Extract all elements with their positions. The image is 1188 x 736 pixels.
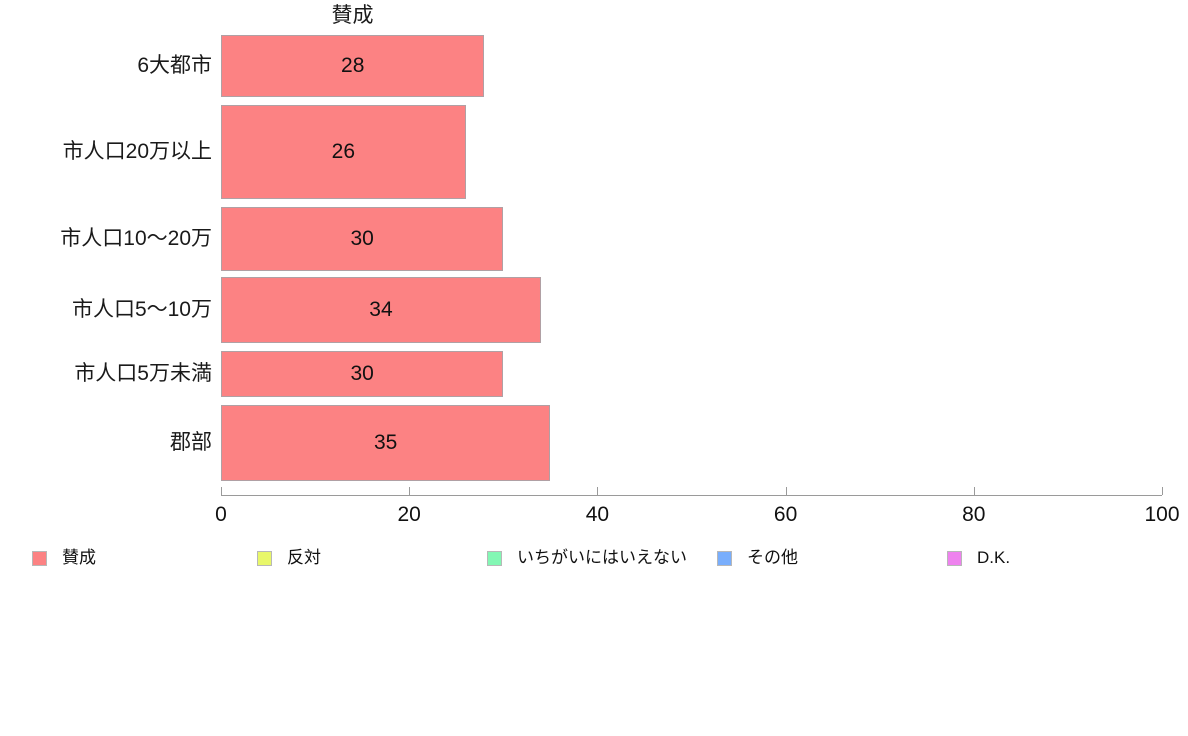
x-axis-tick: [597, 487, 599, 495]
bar-value-label: 34: [369, 298, 393, 321]
bar-value-label: 26: [331, 140, 356, 163]
bar-segment[interactable]: [221, 207, 504, 271]
bar-segment[interactable]: [221, 35, 485, 97]
bar-row: 市人口20万以上 26: [0, 103, 1188, 201]
x-axis-line: [221, 487, 1163, 496]
chart-legend: 賛成 反対 いちがいにはいえない その他 D.K.: [0, 545, 1188, 575]
bar-row: 市人口10〜20万 30: [0, 205, 1188, 273]
x-axis-tick-label: 0: [215, 503, 227, 526]
bar-value-label: 35: [373, 431, 398, 454]
legend-item[interactable]: いちがいにはいえない: [487, 545, 687, 571]
bar-row: 郡部 35: [0, 403, 1188, 483]
category-label: 市人口10〜20万: [60, 227, 212, 250]
legend-item[interactable]: D.K.: [947, 545, 1010, 571]
category-label: 市人口20万以上: [62, 140, 212, 163]
legend-label: 反対: [287, 548, 321, 567]
category-label: 市人口5万未満: [74, 362, 212, 385]
category-label: 6大都市: [137, 54, 212, 77]
x-axis-tick: [973, 487, 975, 495]
bar-value-label: 28: [341, 54, 365, 77]
legend-item[interactable]: 反対: [257, 545, 321, 571]
legend-label: その他: [747, 548, 798, 567]
legend-color-swatch-icon: [947, 550, 962, 566]
legend-label: いちがいにはいえない: [517, 548, 687, 567]
legend-color-swatch-icon: [717, 550, 732, 566]
legend-label: D.K.: [977, 548, 1011, 567]
bar-value-label: 30: [350, 227, 374, 250]
x-axis-tick-label: 80: [962, 503, 986, 526]
category-label: 郡部: [170, 431, 212, 454]
bar-segment[interactable]: [221, 351, 504, 397]
x-axis-tick: [221, 487, 222, 495]
plot-area: 6大都市 28 市人口20万以上 26 市人口10〜20万 30 市人口5〜10万 34 市人口…: [0, 31, 1188, 495]
legend-label: 賛成: [62, 548, 96, 567]
x-axis-tick: [1162, 487, 1163, 495]
x-axis-tick: [785, 487, 787, 495]
legend-color-swatch-icon: [487, 550, 502, 566]
x-axis-tick-label: 40: [585, 503, 610, 526]
category-label: 市人口5〜10万: [71, 298, 212, 321]
x-axis-tick-label: 20: [397, 503, 421, 526]
x-axis-tick: [409, 487, 411, 495]
bar-value-label: 30: [350, 362, 374, 385]
legend-item[interactable]: 賛成: [32, 545, 96, 571]
legend-item[interactable]: その他: [717, 545, 798, 571]
legend-color-swatch-icon: [257, 550, 272, 566]
bar-row: 市人口5万未満 30: [0, 349, 1188, 399]
legend-color-swatch-icon: [32, 550, 47, 566]
x-axis-tick-label: 60: [773, 503, 798, 526]
bar-segment[interactable]: [221, 105, 466, 199]
x-axis-tick-label: 100: [1144, 503, 1180, 526]
chart-title: 賛成: [331, 4, 374, 27]
bar-segment[interactable]: [221, 277, 541, 343]
bar-segment[interactable]: [221, 405, 551, 481]
bar-row: 6大都市 28: [0, 33, 1188, 99]
bar-row: 市人口5〜10万 34: [0, 275, 1188, 345]
